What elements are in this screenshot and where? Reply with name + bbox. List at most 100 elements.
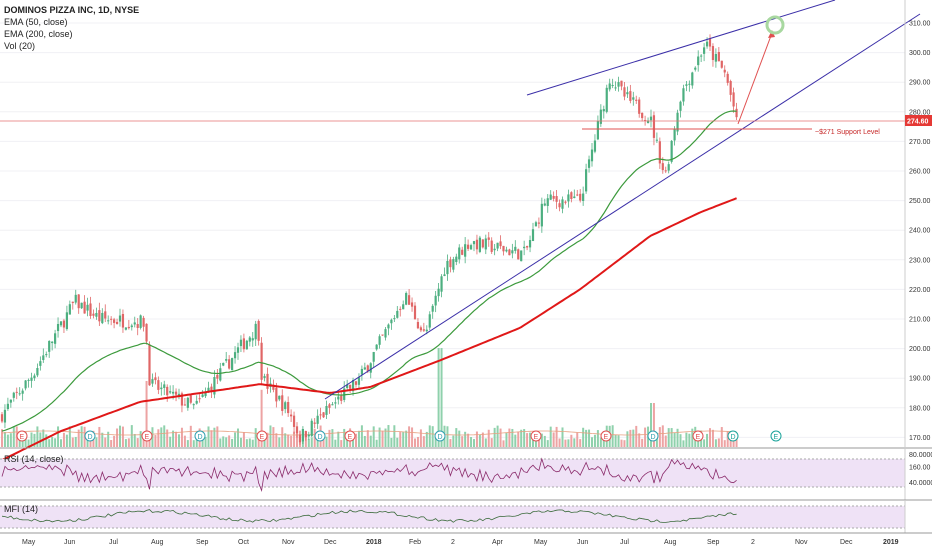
volume-bar <box>405 430 408 447</box>
candle-body <box>703 47 706 54</box>
candle-body <box>419 327 422 331</box>
time-tick-label: 2019 <box>883 539 899 546</box>
candle-body <box>396 310 399 318</box>
volume-bar <box>670 428 673 447</box>
candle-body <box>617 82 620 87</box>
volume-bar <box>381 430 384 447</box>
volume-bar <box>626 431 629 447</box>
volume-bar <box>183 435 186 447</box>
volume-bar <box>210 430 213 447</box>
candle-body <box>107 320 110 322</box>
volume-bar <box>328 429 331 447</box>
volume-bar <box>549 426 552 447</box>
volume-bar <box>95 437 98 447</box>
volume-bar <box>346 436 349 447</box>
support-label: ~$271 Support Level <box>815 129 880 136</box>
volume-bar <box>169 436 172 447</box>
volume-bar <box>714 439 717 447</box>
candle-body <box>216 374 219 379</box>
candle-body <box>579 193 582 201</box>
candle-body <box>685 84 688 86</box>
candle-body <box>682 88 685 102</box>
candle-body <box>260 342 263 380</box>
volume-bar <box>343 428 346 447</box>
candle-body <box>655 139 658 141</box>
volume-bar <box>667 428 670 447</box>
current-price-badge <box>905 115 932 126</box>
candle-body <box>337 396 340 400</box>
price-tick-label: 260.00 <box>909 169 931 176</box>
candle-body <box>428 314 431 328</box>
price-tick-label: 250.00 <box>909 198 931 205</box>
candle-body <box>425 329 428 332</box>
volume-bar <box>732 438 735 447</box>
volume-bar <box>478 434 481 447</box>
volume-bar <box>419 429 422 447</box>
candle-body <box>68 304 71 315</box>
price-tick-label: 200.00 <box>909 346 931 353</box>
volume-bar <box>532 439 534 447</box>
time-tick-label: 2 <box>751 539 755 546</box>
volume-bar <box>685 432 688 447</box>
volume-bar <box>251 439 254 447</box>
volume-bar <box>216 426 219 447</box>
volume-bar <box>711 429 714 447</box>
volume-bar <box>281 427 284 447</box>
candle-body <box>561 199 564 209</box>
candle-body <box>384 329 387 338</box>
candle-body <box>298 434 302 443</box>
volume-bar <box>201 439 204 447</box>
candle-body <box>39 361 42 366</box>
candle-body <box>611 84 614 86</box>
volume-bar <box>260 389 263 447</box>
candle-body <box>549 194 552 200</box>
candle-body <box>284 402 287 410</box>
volume-bar <box>45 434 48 447</box>
candle-body <box>304 431 307 438</box>
volume-bar <box>638 433 641 447</box>
price-tick-label: 220.00 <box>909 287 931 294</box>
volume-bar <box>360 425 363 447</box>
time-tick-label: Nov <box>282 539 295 546</box>
ema50-line <box>1 110 737 432</box>
volume-bar <box>296 431 298 447</box>
candle-body <box>24 380 27 389</box>
volume-bar <box>325 436 328 447</box>
volume-bar <box>617 435 620 447</box>
candle-body <box>3 409 7 423</box>
volume-bar <box>422 436 425 447</box>
candle-body <box>540 203 543 227</box>
price-tick-label: 180.00 <box>909 405 931 412</box>
time-tick-label: Feb <box>409 539 421 546</box>
earnings-marker <box>16 430 28 442</box>
volume-bar <box>691 428 694 447</box>
event-marker-label: D <box>88 434 93 441</box>
volume-bar <box>655 432 658 447</box>
candle-body <box>118 315 122 322</box>
candle-body <box>408 295 411 305</box>
candle-body <box>213 377 216 395</box>
volume-bar <box>304 434 307 447</box>
candle-body <box>416 321 420 329</box>
volume-bar <box>473 439 475 447</box>
candle-body <box>599 109 602 124</box>
candle-body <box>487 237 490 240</box>
volume-bar <box>30 432 33 447</box>
candle-body <box>127 326 130 329</box>
volume-bar <box>160 427 163 447</box>
candle-body <box>590 149 594 162</box>
volume-bar <box>387 425 390 447</box>
volume-bar <box>520 429 523 447</box>
candle-body <box>360 368 363 375</box>
candle-body <box>316 415 319 424</box>
earnings-marker <box>770 430 782 442</box>
candle-body <box>287 401 290 414</box>
volume-bar <box>540 433 543 447</box>
candle-body <box>263 376 266 378</box>
volume-bar <box>490 438 493 447</box>
candle-body <box>526 246 529 248</box>
candle-body <box>605 87 608 112</box>
candle-body <box>632 97 635 100</box>
volume-bar <box>71 437 74 447</box>
